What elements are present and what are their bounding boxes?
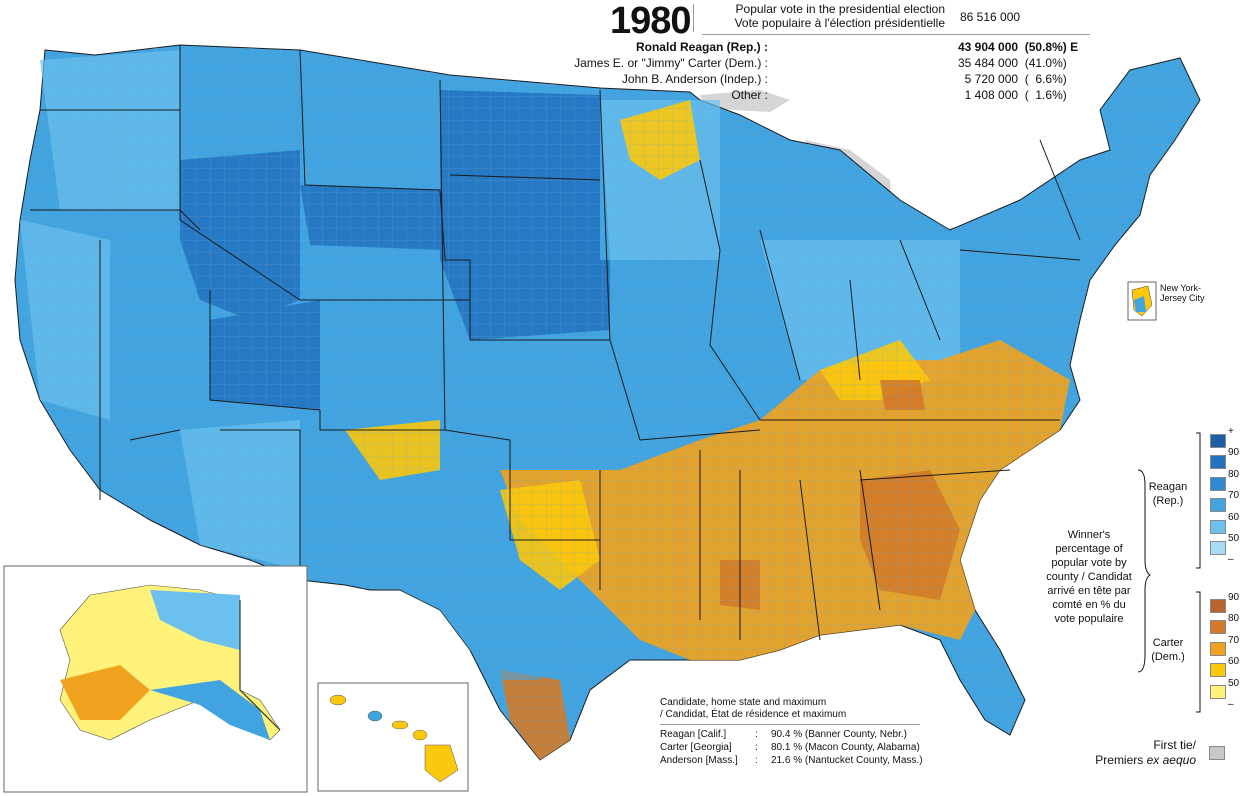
result-row: Other : 1 408 000 ( 1.6%) (640, 88, 1066, 104)
result-candidate: James E. or "Jimmy" Carter (Dem.) : (574, 56, 768, 70)
max-separator: : (755, 729, 758, 740)
legend-carter-label-line: (Dem.) (1151, 651, 1185, 663)
max-candidate: Carter [Georgia] (660, 742, 732, 753)
legend-carter-tick: 70 (1228, 634, 1240, 646)
election-year: 1980 (610, 0, 692, 42)
max-separator: : (755, 742, 758, 753)
legend-reagan-label: Reagan (Rep.) (1140, 480, 1196, 508)
legend-reagan-swatch (1210, 519, 1226, 534)
legend-desc-line: comté en % du (1052, 599, 1126, 611)
legend-desc-line: vote populaire (1054, 613, 1124, 625)
legend-reagan-tick: 60 (1228, 511, 1240, 523)
legend-desc-line: percentage of (1055, 543, 1123, 555)
result-votes: 43 904 000 (50.8%) E (958, 40, 1079, 54)
legend-reagan-label-line: Reagan (1148, 481, 1188, 493)
max-value: 80.1 % (Macon County, Alabama) (771, 742, 920, 753)
header-separator (693, 4, 694, 32)
result-row: Ronald Reagan (Rep.) : 43 904 000 (50.8%)… (636, 40, 1078, 56)
result-row: John B. Anderson (Indep.) : 5 720 000 ( … (622, 72, 1067, 88)
first-tie-en: First tie/ (1153, 738, 1196, 752)
max-value: 90.4 % (Banner County, Nebr.) (771, 729, 907, 740)
result-candidate: Ronald Reagan (Rep.) : (635, 40, 768, 54)
legend-reagan-swatch (1210, 541, 1226, 555)
candidate-max-heading: Candidate, home state and maximum / Cand… (660, 697, 846, 721)
legend-reagan-label-line: (Rep.) (1152, 495, 1184, 507)
header-rule (702, 34, 1090, 35)
max-separator: : (755, 755, 758, 766)
hawaii-map (329, 694, 459, 783)
legend-reagan-swatch (1210, 476, 1226, 491)
candidate-max-heading-fr: / Candidat, État de résidence et maximum (660, 709, 847, 720)
first-tie-label: First tie/ Premiers ex aequo (1090, 738, 1196, 768)
candidate-max-heading-en: Candidate, home state and maximum (660, 697, 827, 708)
legend-desc-line: popular vote by (1051, 557, 1127, 569)
legend-carter-tick: 80 (1228, 613, 1240, 625)
legend-reagan-tick: 80 (1228, 468, 1240, 480)
legend-reagan-swatch (1210, 455, 1226, 470)
legend-reagan-tick: – (1228, 554, 1234, 566)
legend-carter-swatch (1210, 599, 1226, 613)
legend-carter-tick: 60 (1228, 656, 1240, 668)
legend-desc-line: Winner's (1067, 529, 1111, 541)
legend-description: Winner's percentage of popular vote by c… (1037, 528, 1141, 626)
legend-carter-label: Carter (Dem.) (1140, 636, 1196, 664)
max-value: 21.6 % (Nantucket County, Mass.) (771, 755, 923, 766)
legend-reagan-swatch (1210, 434, 1226, 448)
legend-carter-swatch (1210, 641, 1226, 656)
total-votes: 86 516 000 (960, 10, 1021, 24)
result-votes: 1 408 000 ( 1.6%) (958, 88, 1067, 102)
result-candidate: Other : (731, 88, 768, 102)
first-tie-fr: Premiers ex aequo (1095, 753, 1196, 767)
max-candidate: Anderson [Mass.] (660, 755, 738, 766)
state-borders (30, 45, 1081, 641)
legend-reagan-tick: 90 (1228, 447, 1240, 459)
legend-carter-swatch (1210, 663, 1226, 678)
legend-brackets (1137, 432, 1201, 713)
candidate-max-rule (660, 724, 920, 725)
max-candidate: Reagan [Calif.] (660, 729, 727, 740)
popular-vote-label-fr: Vote populaire à l'élection présidentiel… (734, 16, 945, 30)
first-tie-swatch (1209, 746, 1225, 760)
legend-carter-tick: – (1228, 699, 1234, 710)
legend-reagan-tick: 70 (1228, 490, 1240, 502)
result-votes: 5 720 000 ( 6.6%) (958, 72, 1067, 86)
legend-reagan-tick: + (1228, 426, 1234, 437)
legend-carter-swatch (1210, 684, 1226, 699)
alaska-map (59, 584, 281, 741)
legend-desc-line: county / Candidat (1046, 571, 1132, 583)
legend-reagan-swatch (1210, 498, 1226, 513)
legend-carter-swatch (1210, 620, 1226, 635)
legend-desc-line: arrivé en tête par (1047, 585, 1131, 597)
result-row: James E. or "Jimmy" Carter (Dem.) : 35 48… (574, 56, 1067, 72)
popular-vote-label-en: Popular vote in the presidential electio… (735, 2, 945, 16)
result-votes: 35 484 000 (41.0%) (958, 56, 1067, 70)
result-candidate: John B. Anderson (Indep.) : (621, 72, 768, 86)
legend-carter-tick: 50 (1228, 677, 1240, 689)
nyc-inset-label: New York-Jersey City (1160, 283, 1205, 303)
legend-carter-tick: 90 (1228, 592, 1240, 603)
legend-reagan-tick: 50 (1228, 533, 1240, 544)
legend-carter-label-line: Carter (1152, 637, 1184, 649)
